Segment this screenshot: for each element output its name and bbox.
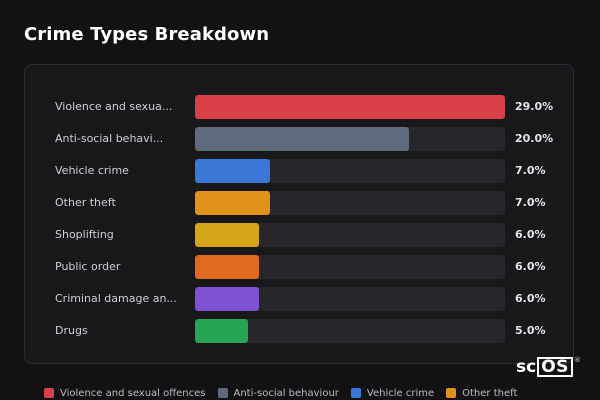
category-label: Criminal damage an... [55, 292, 177, 305]
bar-track [195, 255, 505, 279]
chart-row: Anti-social behavi... 20.0% [25, 127, 573, 151]
registered-mark: ® [573, 356, 581, 364]
chart-card: Violence and sexua... 29.0% Anti-social be… [24, 64, 574, 364]
chart-legend: Violence and sexual offences Anti-social … [44, 386, 517, 400]
legend-swatch [350, 388, 361, 398]
chart-row: Vehicle crime 7.0% [25, 159, 573, 183]
category-label: Vehicle crime [55, 164, 129, 177]
chart-row: Public order 6.0% [25, 255, 573, 279]
bar-track [195, 127, 505, 151]
page-title: Crime Types Breakdown [24, 24, 270, 45]
legend-label: Vehicle crime [366, 387, 435, 399]
logo-text: sc [516, 357, 537, 377]
bar [195, 191, 270, 215]
legend-label: Other theft [462, 387, 518, 399]
bar-track [195, 223, 505, 247]
bar-track [195, 191, 505, 215]
bar [195, 127, 409, 151]
legend-swatch [217, 388, 228, 398]
legend-swatch [446, 388, 457, 398]
legend-label: Anti-social behaviour [233, 387, 339, 399]
legend-item: Anti-social behaviour [217, 387, 339, 399]
category-label: Shoplifting [55, 228, 114, 241]
bar-track [195, 159, 505, 183]
value-label: 5.0% [515, 324, 546, 337]
legend-item: Other theft [446, 388, 517, 399]
value-label: 7.0% [515, 164, 546, 177]
bar [195, 255, 259, 279]
category-label: Anti-social behavi... [55, 132, 164, 145]
category-label: Public order [55, 260, 121, 273]
bar [195, 319, 248, 343]
chart-row: Drugs 5.0% [25, 319, 573, 343]
bar [195, 223, 259, 247]
bar [195, 287, 259, 311]
chart-row: Violence and sexua... 29.0% [25, 95, 573, 119]
legend-item: Vehicle crime [350, 387, 435, 399]
bar-track [195, 319, 505, 343]
category-label: Other theft [55, 196, 116, 209]
chart-row: Other theft 7.0% [25, 191, 573, 215]
chart-row: Criminal damage an... 6.0% [25, 287, 573, 311]
bar-track [195, 287, 505, 311]
bar [195, 95, 505, 119]
value-label: 20.0% [515, 132, 554, 145]
logo-box-text: OS [537, 357, 573, 377]
value-label: 6.0% [515, 260, 546, 273]
chart-row: Shoplifting 6.0% [25, 223, 573, 247]
category-label: Violence and sexua... [55, 100, 173, 113]
value-label: 7.0% [515, 196, 546, 209]
bar [195, 159, 270, 183]
scos-logo: sc OS ® [516, 356, 581, 378]
value-label: 6.0% [515, 228, 546, 241]
bar-track [195, 95, 505, 119]
category-label: Drugs [55, 324, 88, 337]
legend-item: Violence and sexual offences [44, 388, 206, 399]
value-label: 6.0% [515, 292, 546, 305]
value-label: 29.0% [515, 100, 554, 113]
legend-label: Violence and sexual offences [60, 387, 206, 399]
legend-swatch [44, 388, 54, 398]
